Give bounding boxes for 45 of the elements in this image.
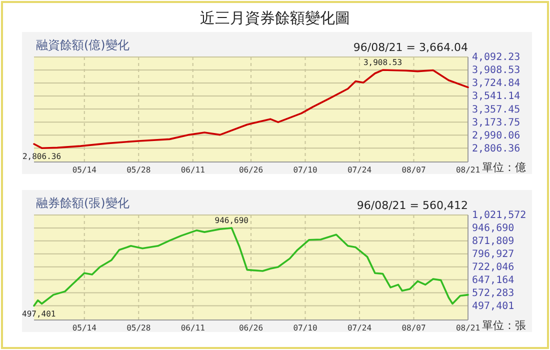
line-series bbox=[33, 69, 469, 149]
line-series bbox=[33, 227, 469, 307]
x-tick-label: 05/28 bbox=[126, 166, 151, 175]
x-tick-label: 06/11 bbox=[180, 324, 206, 333]
y-tick-label: 647,164 bbox=[472, 275, 514, 286]
x-tick-label: 07/24 bbox=[347, 166, 372, 175]
y-tick-label: 3,541.14 bbox=[472, 91, 520, 102]
x-tick-label: 07/10 bbox=[293, 166, 318, 175]
x-tick-label: 08/21 bbox=[456, 324, 480, 333]
y-tick-label: 796,927 bbox=[472, 249, 514, 260]
y-tick-label: 946,690 bbox=[472, 223, 514, 234]
x-tick-label: 08/07 bbox=[402, 166, 426, 175]
y-tick-label: 497,401 bbox=[472, 300, 514, 312]
y-tick-label: 2,990.06 bbox=[472, 130, 520, 142]
x-tick-label: 06/11 bbox=[180, 166, 206, 175]
y-tick-label: 3,724.84 bbox=[472, 78, 520, 90]
chart-title: 近三月資券餘額變化圖 bbox=[200, 9, 350, 27]
y-tick-label: 4,092.23 bbox=[472, 52, 520, 64]
y-tick-label: 3,173.75 bbox=[472, 117, 520, 128]
y-tick-label: 2,806.36 bbox=[472, 143, 520, 154]
x-tick-label: 05/14 bbox=[72, 166, 97, 175]
y-tick-label: 3,357.45 bbox=[472, 104, 520, 116]
x-tick-label: 06/26 bbox=[238, 324, 264, 333]
y-tick-label: 1,021,572 bbox=[472, 210, 526, 222]
text: 96/08/21 = 3,664.04 bbox=[353, 41, 468, 54]
x-tick-label: 08/07 bbox=[402, 324, 426, 333]
y-tick-label: 722,046 bbox=[472, 262, 514, 274]
y-tick-label: 3,908.53 bbox=[472, 65, 520, 76]
x-tick-label: 05/28 bbox=[126, 324, 151, 333]
y-tick-label: 871,809 bbox=[472, 236, 514, 248]
annotation: 2,806.36 bbox=[22, 152, 62, 162]
text: 單位：億 bbox=[482, 161, 526, 174]
chart-title: 融券餘額(張)變化 bbox=[36, 196, 130, 210]
x-tick-label: 05/14 bbox=[72, 324, 97, 333]
y-tick-label: 572,283 bbox=[472, 288, 514, 299]
annotation: 3,908.53 bbox=[363, 58, 402, 68]
x-tick-label: 07/24 bbox=[347, 324, 372, 333]
text: 96/08/21 = 560,412 bbox=[356, 199, 468, 212]
annotation: 497,401 bbox=[22, 310, 56, 319]
x-tick-label: 06/26 bbox=[238, 166, 264, 175]
x-tick-label: 07/10 bbox=[293, 324, 318, 333]
annotation: 946,690 bbox=[214, 216, 249, 225]
text: 單位：張 bbox=[482, 319, 526, 332]
chart-subtitle: 融資餘額(億)變化 bbox=[36, 38, 130, 52]
x-tick-label: 08/21 bbox=[456, 166, 480, 175]
